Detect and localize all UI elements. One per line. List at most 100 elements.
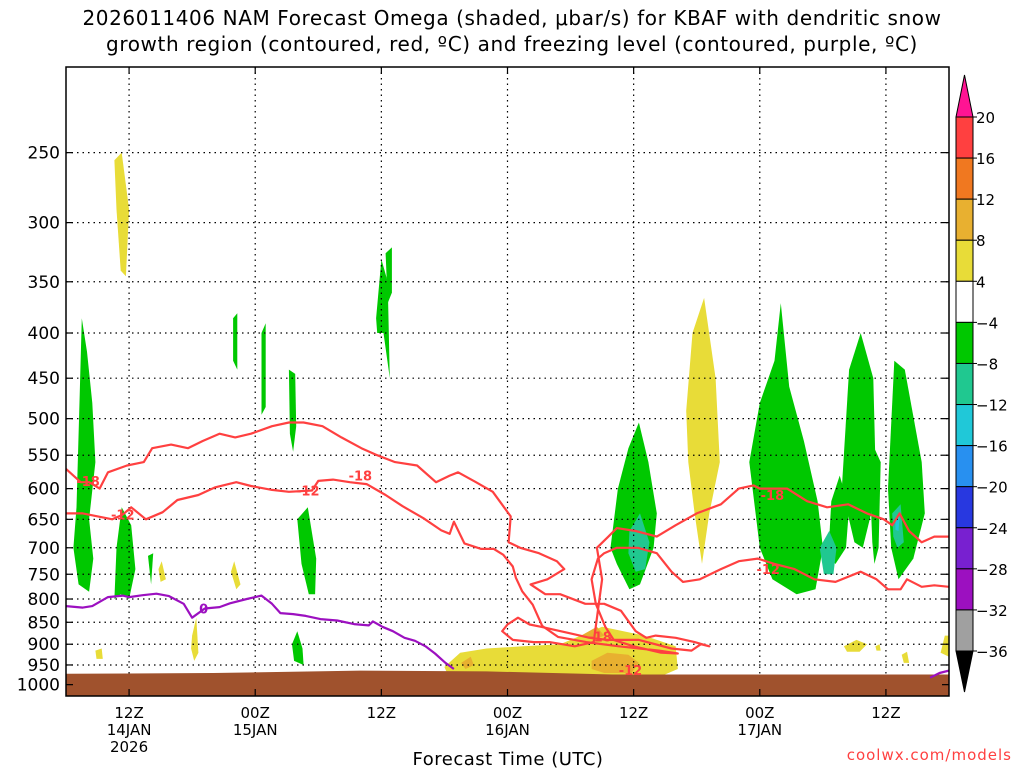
contour-label: -12 — [756, 563, 780, 578]
x-tick-label: 00Z — [745, 704, 774, 722]
y-tick-label: 850 — [28, 613, 60, 633]
omega-region — [148, 553, 154, 585]
omega-region — [95, 648, 103, 659]
x-tick-label: 12Z — [871, 704, 900, 722]
colorbar-label: −24 — [976, 520, 1008, 538]
x-tick-label: 15JAN — [233, 721, 278, 739]
contour-label: -18 — [349, 470, 373, 485]
y-tick-label: 250 — [28, 144, 60, 164]
y-tick-label: 450 — [28, 369, 60, 389]
colorbar-label: 12 — [976, 191, 995, 209]
contour-label: -12 — [111, 509, 135, 524]
colorbar-arrow-bottom — [955, 650, 974, 693]
colorbar-label: −32 — [976, 602, 1008, 620]
omega-region — [292, 631, 304, 665]
colorbar-label: 16 — [976, 150, 995, 168]
colorbar-swatch — [955, 609, 974, 652]
omega-region — [114, 507, 136, 599]
colorbar-swatch — [955, 362, 974, 406]
ground-fill — [66, 670, 949, 696]
omega-region — [233, 313, 238, 370]
omega-region — [843, 639, 867, 652]
y-tick-label: 300 — [28, 214, 60, 234]
colorbar-swatch — [955, 527, 974, 570]
omega-region — [888, 360, 925, 580]
colorbar-label: −28 — [976, 561, 1008, 579]
omega-region — [940, 635, 949, 657]
contour-label: -18 — [761, 489, 785, 504]
y-tick-label: 1000 — [17, 676, 60, 696]
omega-region — [376, 259, 390, 379]
omega-region — [191, 617, 199, 661]
omega-region — [591, 652, 639, 673]
x-tick-label: 17JAN — [737, 721, 782, 739]
y-tick-label: 700 — [28, 539, 60, 559]
colorbar: 20 16 12 8 4 −4 −8 −12 −16 −20 −24 −28 −32 −36 — [955, 74, 1008, 693]
credit-text: coolwx.com/models — [846, 746, 1012, 764]
x-tick-label: 00Z — [493, 704, 522, 722]
omega-region — [749, 303, 823, 595]
colorbar-label: 4 — [976, 273, 986, 291]
omega-region — [231, 561, 241, 590]
x-tick-label: 12Z — [114, 704, 143, 722]
omega-region — [686, 297, 720, 564]
colorbar-label: 20 — [976, 109, 995, 127]
colorbar-swatch — [955, 116, 974, 159]
omega-region — [73, 318, 96, 592]
x-tick-label: 12Z — [619, 704, 648, 722]
omega-region — [114, 152, 130, 277]
colorbar-label: 8 — [976, 232, 986, 250]
contour-label: -12 — [296, 485, 320, 500]
plot-area: -18 -12 -12 -18 -18 -12 -18 -12 0 — [66, 67, 949, 696]
omega-region — [461, 656, 474, 669]
x-tick-label: 16JAN — [485, 721, 530, 739]
y-tick-label: 800 — [28, 590, 60, 610]
colorbar-swatch — [955, 321, 974, 364]
freezing-level-contour — [66, 592, 455, 670]
y-tick-label: 750 — [28, 565, 60, 585]
x-tick-label: 00Z — [241, 704, 270, 722]
omega-region — [261, 323, 266, 415]
x-tick-label: 14JAN — [107, 721, 152, 739]
colorbar-label: −4 — [976, 314, 998, 332]
colorbar-label: −12 — [976, 397, 1008, 415]
colorbar-swatch — [955, 568, 974, 611]
y-tick-label: 650 — [28, 510, 60, 530]
colorbar-swatch — [955, 239, 974, 282]
title-line-1: 2026011406 NAM Forecast Omega (shaded, μ… — [82, 6, 942, 30]
y-tick-label: 950 — [28, 656, 60, 676]
x-axis-label: Forecast Time (UTC) — [413, 749, 604, 768]
y-tick-label: 500 — [28, 410, 60, 430]
axes: 2503003504004505005506006507007508008509… — [17, 67, 949, 756]
colorbar-arrow-top — [955, 74, 974, 118]
omega-region — [875, 644, 881, 651]
colorbar-label: −36 — [976, 643, 1008, 661]
omega-region — [297, 507, 317, 595]
contour-label: -18 — [588, 630, 612, 645]
contour-label: 0 — [199, 602, 208, 617]
colorbar-swatch — [955, 280, 974, 323]
colorbar-label: −8 — [976, 355, 998, 373]
contour-label: -12 — [619, 664, 643, 679]
colorbar-swatch — [955, 445, 974, 488]
y-tick-label: 350 — [28, 273, 60, 293]
omega-region — [385, 247, 392, 304]
freezing-level-contour — [929, 669, 949, 679]
x-tick-label: 12Z — [367, 704, 396, 722]
omega-region — [158, 561, 166, 582]
x-tick-label: 2026 — [110, 738, 148, 756]
colorbar-label: −16 — [976, 438, 1008, 456]
title-line-2: growth region (contoured, red, ºC) and f… — [106, 32, 918, 56]
omega-region — [288, 369, 297, 452]
y-tick-label: 550 — [28, 446, 60, 466]
colorbar-swatch — [955, 157, 974, 200]
omega-region — [901, 651, 910, 663]
isotherm-contour-12 — [66, 478, 949, 655]
omega-region — [870, 448, 881, 564]
omega-region — [841, 333, 876, 548]
omega-region — [819, 531, 837, 575]
y-tick-label: 900 — [28, 635, 60, 655]
colorbar-label: −20 — [976, 479, 1008, 497]
y-tick-label: 400 — [28, 324, 60, 344]
